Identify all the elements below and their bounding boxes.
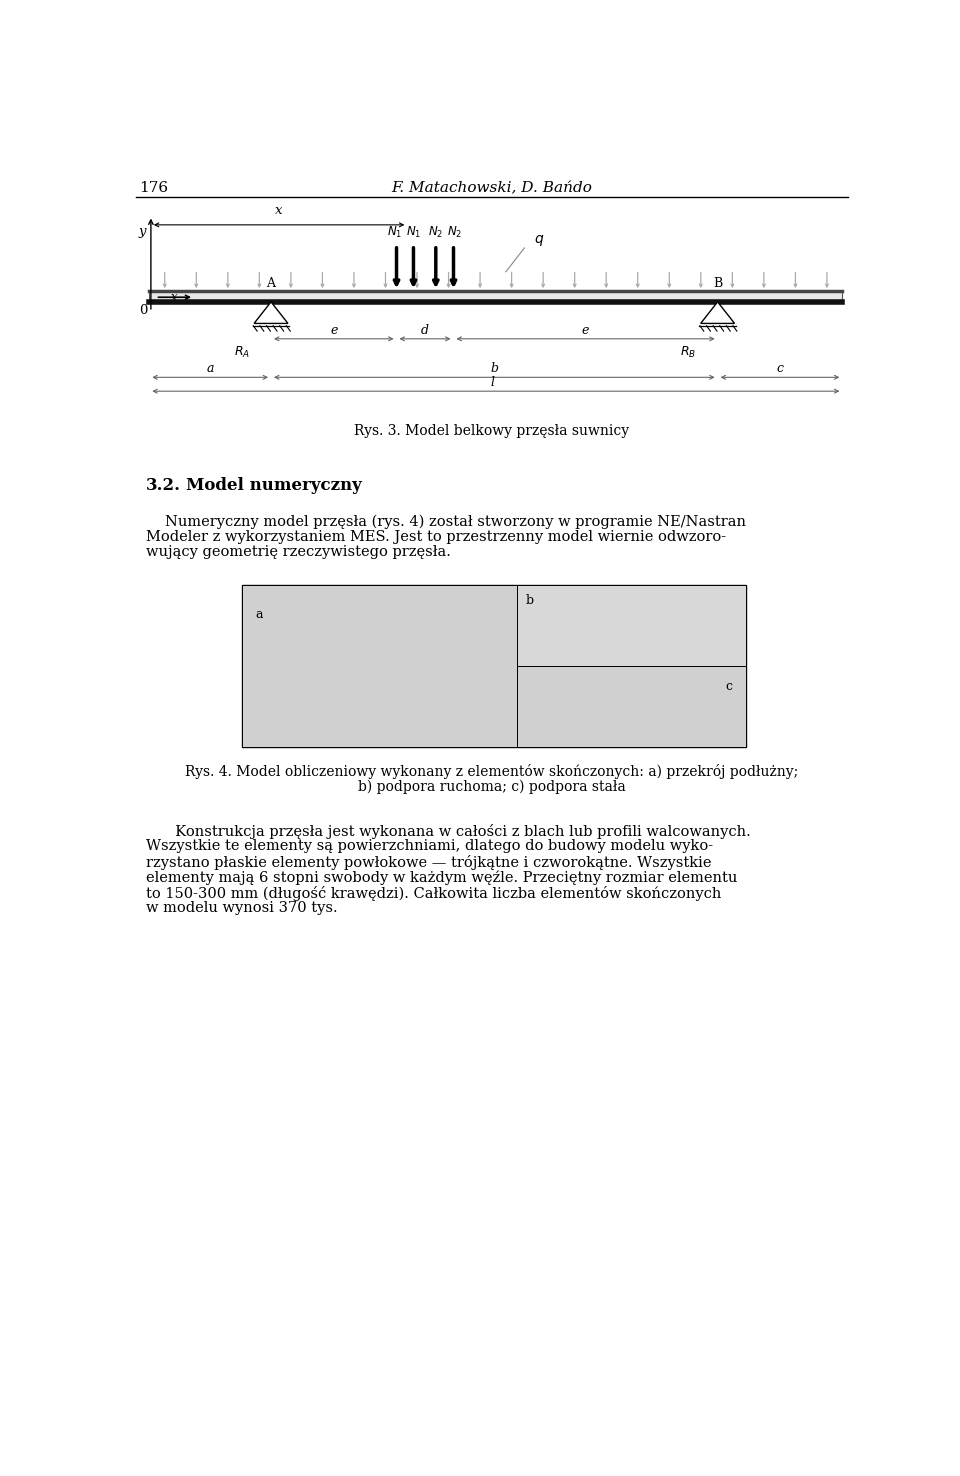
- Text: A: A: [267, 276, 276, 289]
- Text: $R_A$: $R_A$: [233, 345, 250, 360]
- Text: e: e: [582, 323, 589, 337]
- Text: Numeryczny model przęsła (rys. 4) został stworzony w programie NE/Nastran: Numeryczny model przęsła (rys. 4) został…: [165, 514, 746, 528]
- Text: Modeler z wykorzystaniem MES. Jest to przestrzenny model wiernie odwzoro-: Modeler z wykorzystaniem MES. Jest to pr…: [146, 530, 726, 543]
- Text: $N_1$: $N_1$: [387, 226, 402, 241]
- Text: x: x: [275, 204, 282, 217]
- Bar: [242, 584, 746, 747]
- Text: $N_2$: $N_2$: [447, 226, 463, 241]
- Text: c: c: [777, 362, 783, 375]
- Text: $q$: $q$: [535, 233, 544, 248]
- Text: Konstrukcja przęsła jest wykonana w całości z blach lub profili walcowanych.: Konstrukcja przęsła jest wykonana w cało…: [146, 824, 751, 838]
- Polygon shape: [701, 303, 734, 323]
- Bar: [242, 584, 516, 747]
- Text: Rys. 4. Model obliczeniowy wykonany z elementów skończonych: a) przekrój podłużn: Rys. 4. Model obliczeniowy wykonany z el…: [185, 765, 799, 779]
- Text: a: a: [255, 608, 263, 621]
- Text: $N_1$: $N_1$: [406, 226, 421, 241]
- Text: 3.2.: 3.2.: [146, 477, 180, 494]
- Text: y: y: [139, 224, 146, 238]
- Text: d: d: [421, 323, 429, 337]
- Polygon shape: [254, 303, 288, 323]
- Text: 0: 0: [138, 304, 147, 317]
- Text: elementy mają 6 stopni swobody w każdym węźle. Przeciętny rozmiar elementu: elementy mają 6 stopni swobody w każdym …: [146, 871, 737, 884]
- Text: a: a: [206, 362, 214, 375]
- Text: Wszystkie te elementy są powierzchniami, dlatego do budowy modelu wyko-: Wszystkie te elementy są powierzchniami,…: [146, 840, 712, 853]
- Text: $R_B$: $R_B$: [681, 345, 696, 360]
- Text: Rys. 3. Model belkowy przęsła suwnicy: Rys. 3. Model belkowy przęsła suwnicy: [354, 424, 630, 437]
- Text: wujący geometrię rzeczywistego przęsła.: wujący geometrię rzeczywistego przęsła.: [146, 545, 450, 559]
- Text: l: l: [490, 376, 494, 388]
- Text: b: b: [526, 595, 534, 608]
- Bar: [150, 291, 842, 303]
- Text: F. Matachowski, D. Bańdo: F. Matachowski, D. Bańdo: [392, 182, 592, 195]
- Text: w modelu wynosi 370 tys.: w modelu wynosi 370 tys.: [146, 900, 337, 915]
- Text: B: B: [713, 276, 722, 289]
- Text: b) podpora ruchoma; c) podpora stała: b) podpora ruchoma; c) podpora stała: [358, 779, 626, 794]
- Text: x: x: [171, 291, 178, 304]
- Text: to 150-300 mm (długość krawędzi). Całkowita liczba elementów skończonych: to 150-300 mm (długość krawędzi). Całkow…: [146, 886, 721, 900]
- Text: $N_2$: $N_2$: [428, 226, 444, 241]
- Text: 176: 176: [139, 182, 168, 195]
- Text: b: b: [491, 362, 498, 375]
- Text: e: e: [330, 323, 338, 337]
- Text: Model numeryczny: Model numeryczny: [185, 477, 361, 494]
- Bar: [516, 584, 746, 666]
- Text: rzystano płaskie elementy powłokowe — trójkątne i czworokątne. Wszystkie: rzystano płaskie elementy powłokowe — tr…: [146, 855, 711, 869]
- Bar: [516, 666, 746, 747]
- Text: c: c: [725, 680, 732, 692]
